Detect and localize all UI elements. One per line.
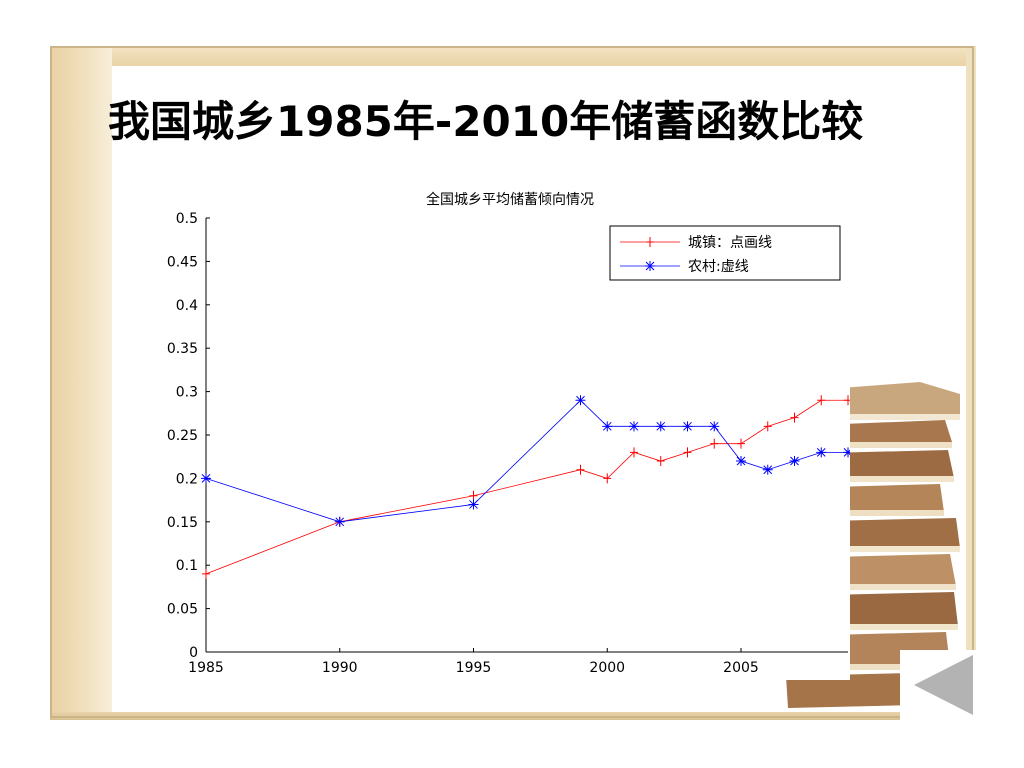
data-point	[468, 499, 479, 510]
savings-propensity-chart: 全国城乡平均储蓄倾向情况 00.050.10.150.20.250.30.350…	[150, 180, 850, 680]
data-point	[602, 421, 613, 432]
data-point	[576, 464, 585, 475]
triangle-left-icon	[914, 655, 973, 715]
x-axis-ticks: 1985 1990 1995 2000 2005	[188, 648, 759, 676]
frame-left-bar	[50, 46, 112, 718]
legend-marker	[646, 237, 654, 247]
x-tick-label: 1985	[188, 660, 224, 676]
series-line	[205, 399, 848, 575]
data-point	[816, 447, 827, 458]
y-tick-label: 0.35	[167, 341, 198, 357]
y-tick-label: 0.2	[176, 471, 198, 487]
data-point	[709, 421, 720, 432]
y-tick-label: 0.25	[167, 428, 198, 444]
data-point	[201, 473, 211, 484]
data-point	[763, 421, 772, 432]
x-tick-label: 1995	[456, 660, 492, 676]
data-point	[575, 395, 586, 406]
data-point	[629, 421, 639, 432]
data-point	[710, 438, 719, 449]
x-tick-label: 2005	[723, 660, 759, 676]
data-point	[469, 490, 478, 501]
series-2	[201, 395, 850, 527]
y-tick-label: 0.4	[176, 298, 198, 314]
y-tick-label: 0.3	[176, 385, 198, 401]
legend-box	[609, 225, 841, 281]
legend-label: 农村:虚线	[688, 259, 749, 275]
data-point	[682, 421, 693, 432]
data-point	[737, 438, 745, 449]
data-point	[736, 456, 746, 467]
data-point	[762, 464, 773, 475]
data-point	[630, 447, 638, 458]
data-point	[656, 456, 665, 467]
legend-label: 城镇：点画线	[688, 235, 772, 251]
y-tick-label: 0.1	[176, 558, 198, 574]
x-tick-label: 2000	[589, 660, 625, 676]
data-point	[844, 395, 850, 406]
series-line	[205, 399, 848, 523]
data-point	[334, 516, 345, 527]
data-point	[603, 473, 612, 484]
previous-slide-button[interactable]	[900, 650, 976, 720]
slide-title: 我国城乡1985年-2010年储蓄函数比较	[108, 97, 864, 146]
x-tick-label: 1990	[322, 660, 358, 676]
data-point	[683, 447, 692, 458]
data-point	[843, 447, 850, 458]
y-tick-label: 0.15	[167, 515, 198, 531]
y-axis-ticks: 0 0.05 0.1 0.15 0.2 0.25 0.3 0.35 0.4 0.45 0.5	[167, 211, 210, 661]
frame-right-bar	[966, 46, 976, 718]
data-point	[789, 456, 800, 467]
data-point	[790, 412, 799, 423]
y-tick-label: 0	[189, 645, 198, 661]
y-tick-label: 0.05	[167, 602, 198, 618]
data-point	[655, 421, 666, 432]
data-point	[817, 395, 826, 406]
frame-top-bar	[50, 46, 976, 66]
data-point	[202, 568, 210, 579]
y-tick-label: 0.5	[176, 211, 198, 227]
legend-marker	[645, 261, 655, 271]
series-layer	[201, 395, 850, 579]
y-tick-label: 0.45	[167, 254, 198, 270]
chart-title: 全国城乡平均储蓄倾向情况	[426, 191, 594, 208]
frame-border	[50, 46, 974, 718]
